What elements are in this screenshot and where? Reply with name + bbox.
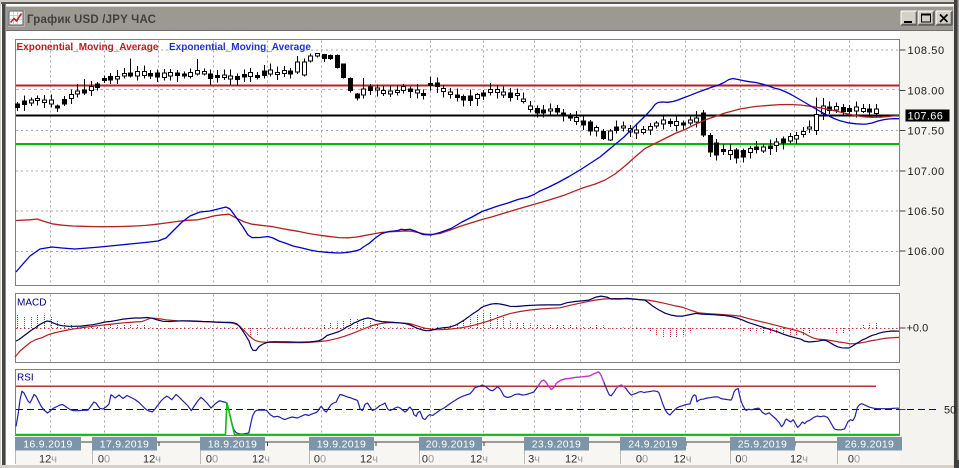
svg-text:108.00: 108.00 xyxy=(908,85,945,97)
svg-text:00: 00 xyxy=(636,454,648,466)
svg-text:107.50: 107.50 xyxy=(908,126,945,138)
svg-text:18.9.2019: 18.9.2019 xyxy=(208,439,257,451)
svg-text:16.9.2019: 16.9.2019 xyxy=(23,439,72,451)
svg-text:12ч: 12ч xyxy=(470,454,488,466)
svg-text:25.9.2019: 25.9.2019 xyxy=(738,439,787,451)
svg-text:19.9.2019: 19.9.2019 xyxy=(317,439,366,451)
svg-text:12ч: 12ч xyxy=(565,454,583,466)
svg-text:MACD: MACD xyxy=(17,298,46,309)
svg-text:23.9.2019: 23.9.2019 xyxy=(532,439,581,451)
svg-text:00: 00 xyxy=(98,454,110,466)
svg-text:00: 00 xyxy=(422,454,434,466)
svg-text:RSI: RSI xyxy=(17,373,34,384)
svg-text:График USD /JPY ЧАС: График USD /JPY ЧАС xyxy=(27,14,156,26)
svg-text:17.9.2019: 17.9.2019 xyxy=(100,439,149,451)
svg-text:00: 00 xyxy=(314,454,326,466)
svg-text:12ч: 12ч xyxy=(674,454,692,466)
svg-text:12ч: 12ч xyxy=(143,454,161,466)
svg-text:106.00: 106.00 xyxy=(908,246,945,258)
svg-text:20.9.2019: 20.9.2019 xyxy=(426,439,475,451)
svg-text:Exponential_Moving_Average: Exponential_Moving_Average xyxy=(17,42,159,53)
svg-text:50: 50 xyxy=(944,405,956,417)
svg-text:107.00: 107.00 xyxy=(908,166,945,178)
svg-text:3ч: 3ч xyxy=(528,454,540,466)
svg-text:00: 00 xyxy=(848,454,860,466)
svg-text:12ч: 12ч xyxy=(790,454,808,466)
svg-text:12ч: 12ч xyxy=(360,454,378,466)
svg-text:12ч: 12ч xyxy=(39,454,57,466)
svg-text:12ч: 12ч xyxy=(252,454,270,466)
svg-text:106.50: 106.50 xyxy=(908,206,945,218)
svg-text:+0.0: +0.0 xyxy=(907,323,929,335)
svg-text:00: 00 xyxy=(206,454,218,466)
svg-text:107.66: 107.66 xyxy=(908,110,944,122)
svg-text:00: 00 xyxy=(735,454,747,466)
svg-text:108.50: 108.50 xyxy=(908,45,945,57)
svg-text:Exponential_Moving_Average: Exponential_Moving_Average xyxy=(169,42,311,53)
svg-text:24.9.2019: 24.9.2019 xyxy=(628,439,677,451)
svg-text:26.9.2019: 26.9.2019 xyxy=(845,439,894,451)
